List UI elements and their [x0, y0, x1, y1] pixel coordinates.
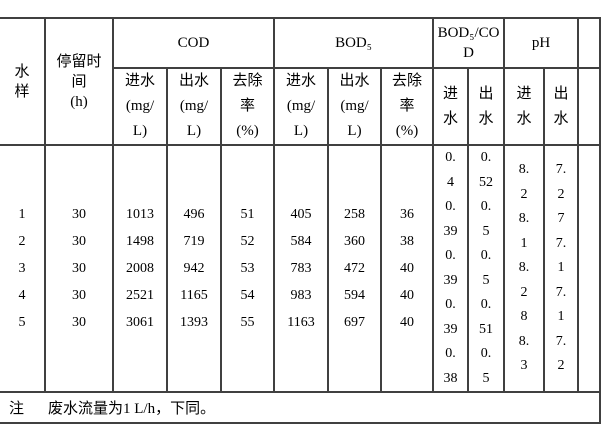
subheader-bod5-influent: 进水 (mg/ L) — [273, 67, 330, 146]
subheader-cod-influent: 进水 (mg/ L) — [112, 67, 168, 146]
note-text: 废水流量为1 L/h，下同。 — [48, 401, 216, 417]
subheader-bodcod-effluent: 出 水 — [467, 67, 506, 146]
header-empty-cell — [577, 17, 602, 69]
cell-bod5-removal-values: 36 38 40 40 40 — [380, 144, 435, 393]
subheader-bodcod-influent: 进 水 — [432, 67, 470, 146]
subheader-cod-removal: 去除 率 (%) — [219, 67, 276, 146]
header-retention-time: 停留时 间 (h) — [44, 17, 114, 146]
header-sample: 水 样 — [0, 17, 46, 146]
header-group-bod5-cod: BOD₅/CO D — [432, 17, 506, 69]
header-group-bod5: BOD₅ — [273, 17, 435, 69]
cell-bodcod-influent-values: 0. 4 0. 39 0. 39 0. 39 0. 38 — [432, 144, 470, 393]
note-label: 注 — [9, 401, 25, 417]
subheader-cod-effluent: 出水 (mg/ L) — [166, 67, 222, 146]
subheader-empty-cell — [577, 67, 602, 146]
body-empty-cell — [577, 144, 602, 393]
cell-cod-effluent-values: 496 719 942 1165 1393 — [166, 144, 222, 393]
subheader-ph-effluent: 出 水 — [543, 67, 580, 146]
note-row: 注 废水流量为1 L/h，下同。 — [0, 391, 602, 424]
header-group-ph: pH — [503, 17, 580, 69]
cell-retention-values: 30 30 30 30 30 — [44, 144, 114, 393]
cell-ph-effluent-values: 7. 2 7 7. 1 7. 1 7. 2 — [543, 144, 580, 393]
cell-cod-influent-values: 1013 1498 2008 2521 3061 — [112, 144, 168, 393]
subheader-bod5-removal: 去除 率 (%) — [380, 67, 435, 146]
cell-bod5-influent-values: 405 584 783 983 1163 — [273, 144, 330, 393]
cell-cod-removal-values: 51 52 53 54 55 — [219, 144, 276, 393]
results-table: 水 样 停留时 间 (h) COD BOD₅ BOD₅/CO D pH 进水 (… — [0, 17, 602, 424]
cell-sample-numbers: 1 2 3 4 5 — [0, 144, 46, 393]
header-group-cod: COD — [111, 17, 276, 69]
subheader-bod5-effluent: 出水 (mg/ L) — [327, 67, 383, 146]
cell-bodcod-effluent-values: 0. 52 0. 5 0. 5 0. 51 0. 5 — [467, 144, 506, 393]
cell-ph-influent-values: 8. 2 8. 1 8. 2 8 8. 3 — [503, 144, 546, 393]
cell-bod5-effluent-values: 258 360 472 594 697 — [327, 144, 383, 393]
subheader-ph-influent: 进 水 — [503, 67, 546, 146]
